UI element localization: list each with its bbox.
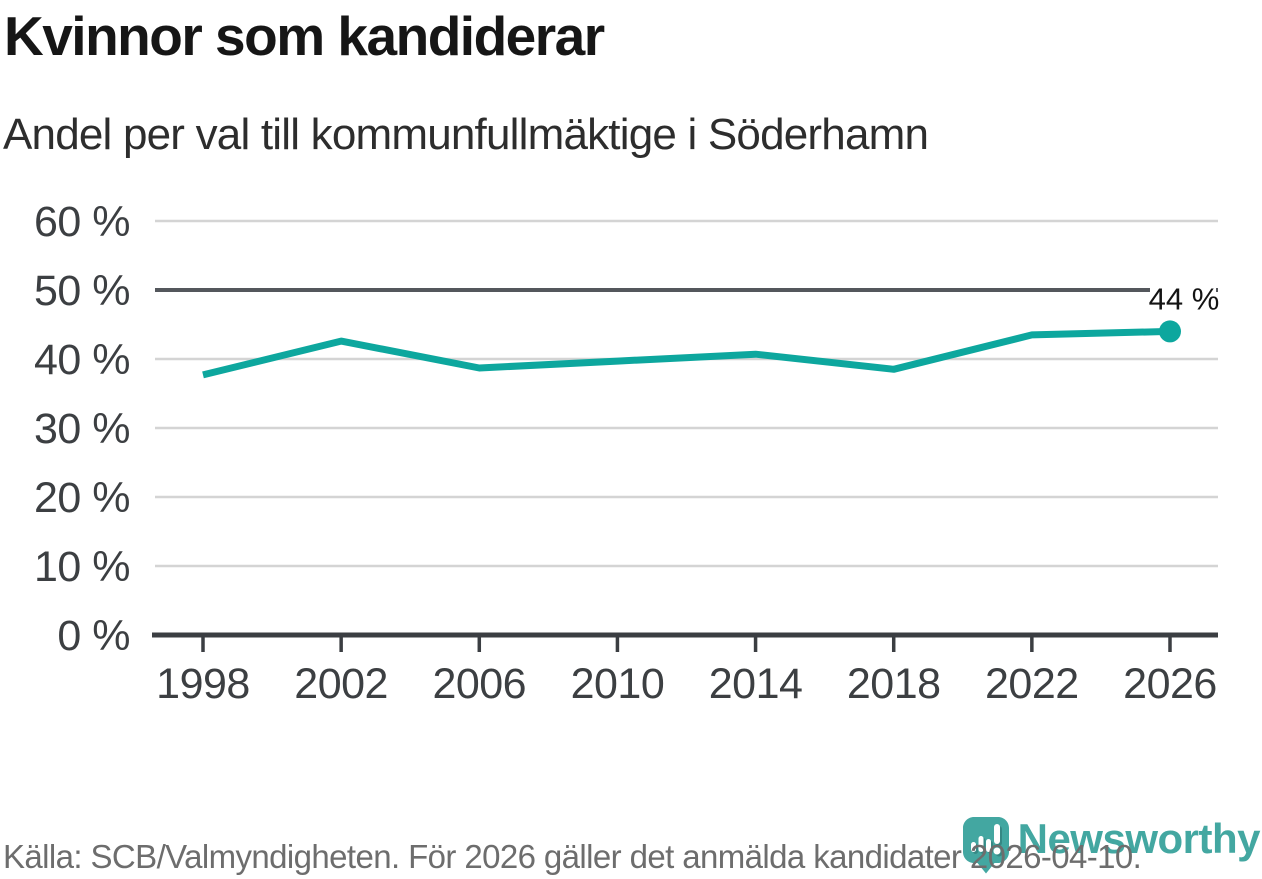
x-axis-labels: 1998 2002 2006 2010 2014 2018 2022 2026 [156,660,1217,708]
end-label-text: 44 % [1149,281,1220,316]
source-note: Källa: SCB/Valmyndigheten. För 2026 gäll… [3,838,1142,875]
logo-bars [970,824,1001,855]
chart-title: Kvinnor som kandiderar [4,5,605,67]
y-tick-label-10: 10 % [34,543,130,591]
y-tick-label-0: 0 % [57,612,130,660]
x-tick-label-2006: 2006 [432,660,526,708]
x-tick-label-1998: 1998 [156,660,250,708]
y-tick-label-20: 20 % [34,474,130,522]
line-series [202,320,1181,379]
x-axis [152,632,1218,652]
y-tick-label-50: 50 % [34,267,130,315]
x-tick-label-2022: 2022 [985,660,1079,708]
newsworthy-wordmark: Newsworthy [1017,815,1261,862]
x-tick-label-2010: 2010 [571,660,665,708]
y-axis-labels: 0 % 10 % 20 % 30 % 40 % 50 % 60 % [34,198,131,660]
x-tick-label-2014: 2014 [709,660,803,708]
y-tick-label-60: 60 % [34,198,130,246]
data-line [202,327,1171,379]
gridlines [155,219,1218,568]
x-tick-label-2002: 2002 [294,660,388,708]
chart-subtitle: Andel per val till kommunfullmäktige i S… [3,110,929,159]
y-tick-label-40: 40 % [34,336,130,384]
end-point-marker [1159,320,1181,343]
end-label-halo [1150,279,1216,316]
y-tick-label-30: 30 % [34,405,130,453]
x-tick-label-2018: 2018 [847,660,941,708]
newsworthy-logo: Newsworthy [962,815,1261,874]
newsworthy-logo-icon [962,817,1009,874]
end-value-label: 44 % [1149,279,1220,316]
x-tick-label-2026: 2026 [1123,660,1217,708]
